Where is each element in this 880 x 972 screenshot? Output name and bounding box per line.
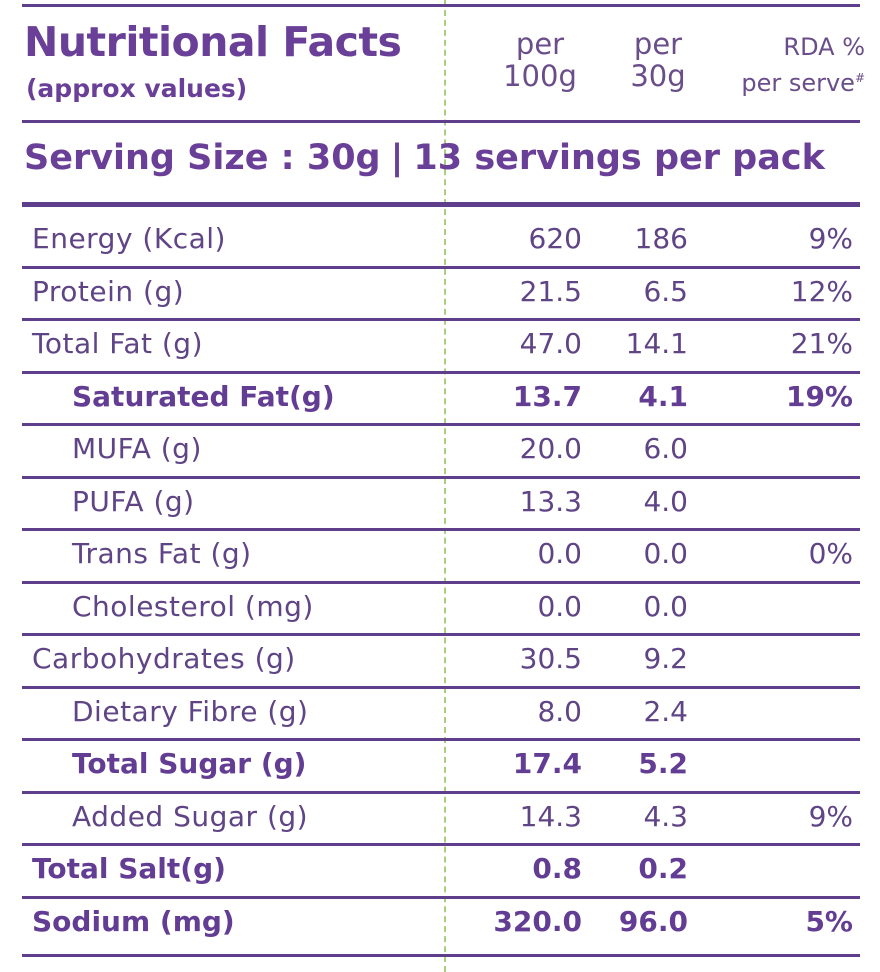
row-divider (22, 790, 860, 794)
value-rda: 9% (808, 222, 853, 255)
column-divider (444, 0, 446, 972)
column-header-rda: RDA % per serve# (741, 33, 865, 97)
value-per-100g: 8.0 (537, 694, 582, 728)
value-rda: 12% (790, 274, 853, 308)
header-rule (22, 120, 860, 123)
row-divider (22, 423, 860, 426)
nutrient-name: Total Salt(g) (32, 852, 226, 885)
nutrient-name: Protein (g) (32, 274, 185, 308)
serving-size: Serving Size : 30g (24, 138, 381, 178)
value-per-30g: 9.2 (643, 642, 688, 675)
value-per-30g: 0.0 (643, 537, 688, 570)
nutrient-name: Total Sugar (g) (72, 747, 307, 780)
value-per-30g: 0.0 (643, 589, 688, 623)
row-divider (22, 265, 860, 269)
nutrient-name: PUFA (g) (72, 484, 195, 518)
value-per-100g: 13.7 (512, 379, 582, 413)
value-per-100g: 13.3 (519, 484, 582, 518)
servings-per-pack: 13 servings per pack (413, 138, 825, 178)
bottom-rule (22, 954, 860, 957)
row-divider (22, 475, 860, 479)
column-header-per-100g: per 100g (503, 27, 577, 93)
value-rda: 0% (808, 537, 853, 570)
value-rda: 9% (808, 799, 853, 833)
value-per-30g: 2.4 (643, 694, 688, 728)
value-per-30g: 14.1 (625, 327, 688, 360)
nutrient-name: Energy (Kcal) (32, 222, 226, 255)
table-row: Cholesterol (mg) 0.0 0.0 (0, 584, 880, 634)
panel-subtitle: (approx values) (26, 74, 248, 103)
row-divider (22, 528, 860, 531)
row-divider (22, 318, 860, 321)
value-per-30g: 4.0 (643, 484, 688, 518)
row-divider (22, 370, 860, 374)
nutrient-name: MUFA (g) (72, 432, 202, 465)
value-per-100g: 0.0 (537, 537, 582, 570)
table-row: Added Sugar (g) 14.3 4.3 9% (0, 794, 880, 844)
nutrient-name: Sodium (mg) (32, 904, 235, 938)
row-divider (22, 738, 860, 741)
table-row: Saturated Fat(g) 13.7 4.1 19% (0, 374, 880, 424)
value-per-100g: 17.4 (512, 747, 582, 780)
table-row: MUFA (g) 20.0 6.0 (0, 426, 880, 476)
nutrient-name: Added Sugar (g) (72, 799, 309, 833)
table-row: Protein (g) 21.5 6.5 12% (0, 269, 880, 319)
nutrient-name: Dietary Fibre (g) (72, 694, 309, 728)
table-row: Energy (Kcal) 620 186 9% (0, 216, 880, 266)
table-row: Trans Fat (g) 0.0 0.0 0% (0, 531, 880, 581)
table-row: Carbohydrates (g) 30.5 9.2 (0, 636, 880, 686)
row-divider (22, 685, 860, 689)
value-per-100g: 30.5 (519, 642, 582, 675)
serving-separator: | (390, 138, 404, 178)
column-header-per-30g: per 30g (630, 27, 686, 93)
row-divider (22, 843, 860, 846)
row-divider (22, 580, 860, 584)
value-per-100g: 47.0 (519, 327, 582, 360)
table-row: Dietary Fibre (g) 8.0 2.4 (0, 689, 880, 739)
row-divider (22, 633, 860, 636)
value-per-100g: 14.3 (519, 799, 582, 833)
value-per-30g: 186 (634, 222, 688, 255)
nutrient-name: Trans Fat (g) (72, 537, 252, 570)
nutrient-name: Saturated Fat(g) (72, 379, 335, 413)
value-rda: 19% (785, 379, 853, 413)
value-per-100g: 320.0 (493, 904, 582, 938)
panel-title: Nutritional Facts (24, 18, 402, 66)
nutrient-name: Carbohydrates (g) (32, 642, 296, 675)
value-per-30g: 4.1 (638, 379, 688, 413)
table-row: Total Salt(g) 0.8 0.2 (0, 846, 880, 896)
value-per-100g: 20.0 (519, 432, 582, 465)
top-rule (22, 4, 860, 7)
value-per-100g: 0.0 (537, 589, 582, 623)
value-per-30g: 4.3 (643, 799, 688, 833)
value-per-30g: 6.0 (643, 432, 688, 465)
table-row: Sodium (mg) 320.0 96.0 5% (0, 899, 880, 949)
value-per-100g: 620 (528, 222, 582, 255)
row-divider (22, 895, 860, 899)
value-per-30g: 6.5 (643, 274, 688, 308)
value-per-30g: 5.2 (638, 747, 688, 780)
table-row: PUFA (g) 13.3 4.0 (0, 479, 880, 529)
nutrient-name: Total Fat (g) (32, 327, 203, 360)
value-rda: 5% (805, 904, 853, 938)
serving-info: Serving Size : 30g | 13 servings per pack (24, 138, 825, 178)
value-per-100g: 21.5 (519, 274, 582, 308)
value-per-30g: 96.0 (618, 904, 688, 938)
table-row: Total Fat (g) 47.0 14.1 21% (0, 321, 880, 371)
value-rda: 21% (790, 327, 853, 360)
nutrient-name: Cholesterol (mg) (72, 589, 314, 623)
value-per-100g: 0.8 (532, 852, 582, 885)
value-per-30g: 0.2 (638, 852, 688, 885)
table-row: Total Sugar (g) 17.4 5.2 (0, 741, 880, 791)
serving-rule (22, 202, 860, 207)
